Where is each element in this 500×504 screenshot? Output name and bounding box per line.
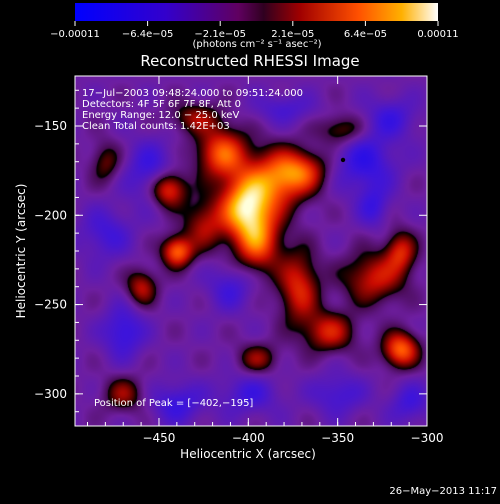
colorbar-tick-label: 2.1e−05: [271, 29, 314, 40]
chart-title: Reconstructed RHESSI Image: [140, 52, 359, 70]
x-axis-label: Heliocentric X (arcsec): [180, 447, 316, 461]
colorbar-tick-label: −0.00011: [50, 29, 100, 40]
x-axis: −450 −400 −350 −300: [87, 76, 444, 445]
y-tick-label: −300: [34, 387, 67, 401]
annotation-line: Clean Total counts: 1.42E+03: [82, 121, 230, 132]
annotation-block: 17−Jul−2003 09:48:24.000 to 09:51:24.000…: [82, 88, 303, 132]
peak-marker: [340, 157, 346, 163]
y-tick-label: −250: [34, 298, 67, 312]
x-tick-label: −400: [232, 431, 265, 445]
annotation-line: Detectors: 4F 5F 6F 7F 8F, Att 0: [82, 99, 241, 110]
colorbar-tick-label: 6.4e−05: [344, 29, 387, 40]
colorbar-tick-label: −2.1e−05: [194, 29, 246, 40]
x-tick-label: −450: [142, 431, 175, 445]
date-stamp: 26−May−2013 11:17: [389, 486, 497, 497]
colorbar: [75, 3, 438, 21]
heatmap-image: [75, 76, 427, 426]
x-tick-label: −300: [411, 431, 444, 445]
y-tick-label: −150: [34, 119, 67, 133]
y-tick-label: −200: [34, 208, 67, 222]
colorbar-tick-label: −6.4e−05: [122, 29, 174, 40]
annotation-line: 17−Jul−2003 09:48:24.000 to 09:51:24.000: [82, 88, 303, 99]
y-axis-label: Heliocentric Y (arcsec): [14, 184, 28, 319]
y-axis: −150 −200 −250 −300: [34, 89, 427, 413]
peak-label: Position of Peak = [−402,−195]: [94, 398, 253, 409]
colorbar-tick-label: 0.00011: [417, 29, 458, 40]
colorbar-ticks: −0.00011 −6.4e−05 −2.1e−05 2.1e−05 6.4e−05 0.…: [50, 21, 459, 40]
x-tick-label: −350: [321, 431, 354, 445]
colorbar-unit-label: (photons cm⁻² s⁻¹ asec⁻²): [192, 39, 321, 50]
annotation-line: Energy Range: 12.0 − 25.0 keV: [82, 110, 239, 121]
